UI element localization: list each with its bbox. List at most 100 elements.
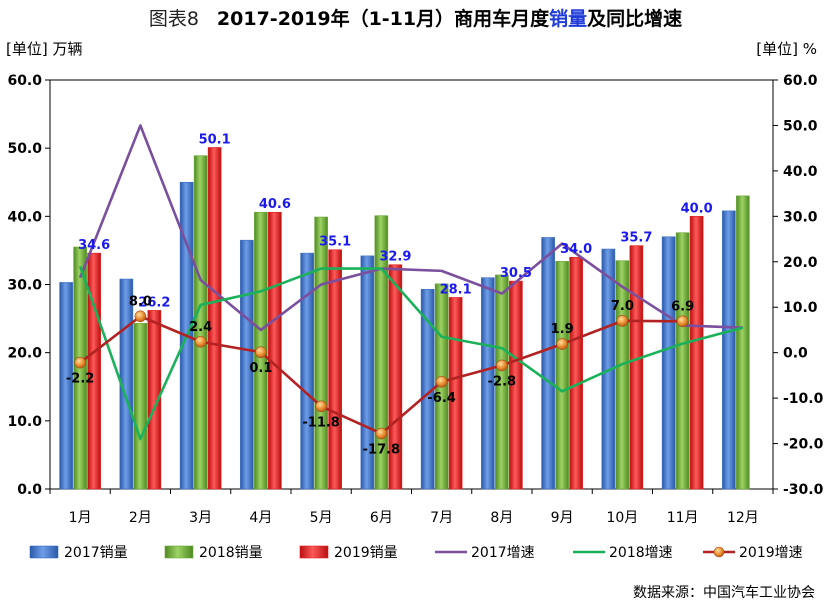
bar — [675, 232, 690, 490]
growth-value-label: 0.1 — [249, 361, 272, 376]
bar — [59, 282, 73, 490]
bar-value-label: 26.2 — [138, 295, 170, 310]
legend-label: 2019增速 — [739, 545, 803, 561]
left-tick-label: 0.0 — [17, 482, 42, 498]
bar — [689, 216, 704, 490]
chart-title-end: 及同比增速 — [587, 8, 683, 30]
right-tick-label: 60.0 — [783, 73, 818, 89]
bar — [555, 261, 569, 490]
x-tick-label: 12月 — [727, 510, 759, 526]
bar — [541, 237, 555, 490]
bar — [328, 249, 342, 490]
line-marker — [74, 356, 86, 369]
x-tick-label: 4月 — [249, 510, 272, 526]
right-tick-label: 40.0 — [783, 164, 818, 180]
bar — [268, 211, 282, 490]
x-tick-label: 5月 — [310, 510, 333, 526]
x-tick-label: 3月 — [189, 510, 212, 526]
right-tick-label: 30.0 — [783, 209, 818, 225]
bar-value-label: 40.0 — [681, 201, 713, 216]
legend-label: 2018销量 — [199, 545, 263, 561]
left-tick-label: 20.0 — [7, 346, 42, 362]
growth-value-label: -17.8 — [363, 443, 400, 458]
x-tick-label: 8月 — [490, 510, 513, 526]
growth-value-label: 2.4 — [189, 320, 212, 335]
bar — [240, 239, 254, 490]
bar — [207, 147, 222, 490]
legend: 2017销量 2018销量 2019销量 2017增速 2018增速 2019增速 — [29, 545, 803, 561]
right-tick-label: -10.0 — [783, 391, 824, 407]
bar-value-label: 34.0 — [560, 242, 592, 257]
right-tick-label: -20.0 — [783, 437, 824, 453]
legend-label: 2017增速 — [471, 545, 535, 561]
growth-value-label: 7.0 — [611, 299, 634, 314]
line-marker — [315, 400, 327, 413]
line-marker — [194, 335, 207, 348]
chart-figure-number: 图表8 — [148, 8, 199, 30]
bar — [569, 256, 583, 490]
bar — [736, 195, 750, 490]
x-tick-label: 2月 — [129, 510, 152, 526]
bar — [661, 236, 676, 490]
bar — [481, 277, 495, 490]
bar — [495, 274, 509, 490]
bar — [314, 216, 328, 490]
x-tick-label: 9月 — [551, 510, 574, 526]
axes: 0.0 10.0 20.0 30.0 40.0 50.0 60.0 -30.0 -20.0 -10… — [7, 73, 823, 526]
left-tick-label: 30.0 — [7, 278, 42, 294]
bar — [722, 210, 736, 490]
bar — [374, 215, 389, 490]
line-marker — [676, 315, 689, 328]
bar-value-label: 40.6 — [259, 197, 291, 212]
growth-value-label: 1.9 — [551, 322, 574, 337]
series-line — [78, 265, 744, 441]
bar-value-label: 28.1 — [440, 282, 472, 297]
growth-value-label: -11.8 — [302, 415, 339, 430]
bars — [59, 147, 750, 490]
data-source: 数据来源：中国汽车工业协会 — [633, 585, 815, 601]
bar — [300, 252, 314, 490]
left-tick-label: 40.0 — [7, 209, 42, 225]
right-tick-label: 50.0 — [783, 118, 818, 134]
x-tick-label: 7月 — [430, 510, 453, 526]
data-labels: 34.6 26.2 50.1 40.6 35.1 32.9 28.1 30.5 34.0 35.7… — [66, 132, 713, 457]
right-axis-unit: [单位] % — [756, 40, 817, 58]
line-marker — [255, 346, 267, 359]
legend-label: 2017销量 — [64, 545, 128, 561]
line-marker — [435, 375, 448, 388]
right-tick-label: 10.0 — [783, 300, 818, 316]
line-marker — [134, 310, 147, 323]
lines — [74, 124, 744, 441]
x-tick-label: 1月 — [69, 510, 92, 526]
right-tick-label: -30.0 — [783, 482, 824, 498]
growth-value-label: 8.0 — [129, 294, 152, 309]
chart-title-main: 2017-2019年（1-11月）商用车月度 — [216, 8, 550, 30]
legend-label: 2018增速 — [609, 545, 673, 561]
legend-swatch — [164, 545, 194, 559]
x-tick-label: 10月 — [606, 510, 638, 526]
bar-value-label: 34.6 — [78, 238, 110, 253]
line-marker — [375, 427, 388, 440]
growth-value-label: -2.8 — [488, 374, 516, 389]
x-tick-label: 11月 — [667, 510, 699, 526]
growth-value-label: -2.2 — [66, 372, 94, 387]
bar — [360, 255, 375, 490]
right-tick-label: 0.0 — [783, 346, 808, 362]
legend-label: 2019销量 — [334, 545, 398, 561]
right-tick-label: 20.0 — [783, 255, 818, 271]
chart-title: 图表8 2017-2019年（1-11月）商用车月度销量及同比增速 — [0, 4, 831, 31]
left-tick-label: 10.0 — [7, 414, 42, 430]
bar — [448, 297, 463, 490]
bar-value-label: 30.5 — [500, 266, 532, 281]
bar — [388, 264, 403, 490]
legend-swatch — [299, 545, 329, 559]
bar-value-label: 35.1 — [319, 235, 351, 250]
left-axis-unit: [单位] 万辆 — [6, 40, 83, 58]
bar-value-label: 50.1 — [199, 132, 231, 147]
bar — [133, 323, 148, 490]
line-marker — [616, 315, 629, 327]
bar-value-label: 32.9 — [379, 250, 411, 265]
growth-value-label: -6.4 — [427, 391, 455, 406]
x-tick-label: 6月 — [370, 510, 393, 526]
